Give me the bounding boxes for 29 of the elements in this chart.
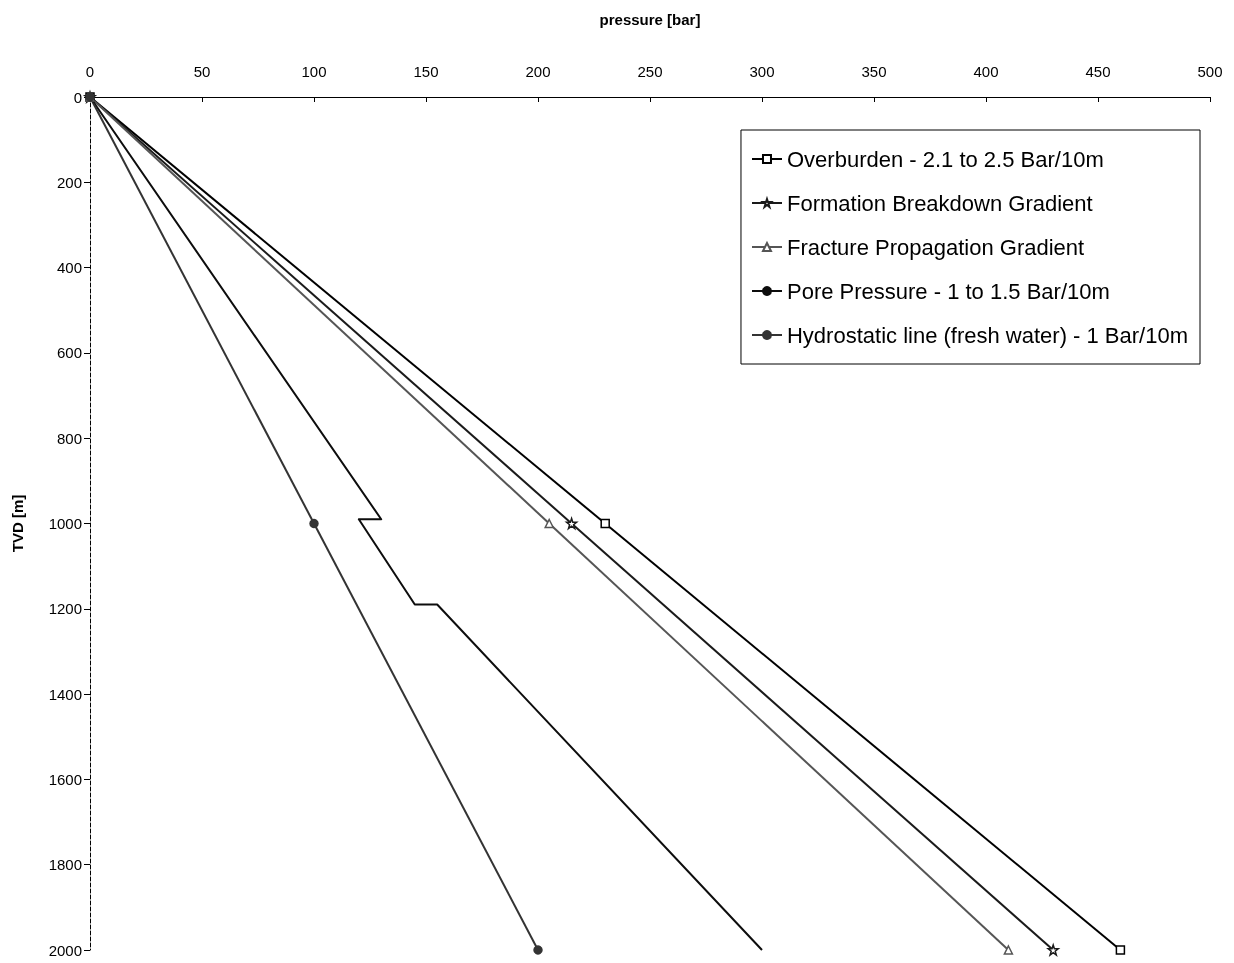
x-tick-label: 500	[1197, 63, 1223, 80]
x-tick-label: 50	[193, 63, 211, 80]
x-tick-label: 350	[861, 63, 887, 80]
x-tick-label: 200	[525, 63, 551, 80]
legend-label: Overburden - 2.1 to 2.5 Bar/10m	[786, 146, 1104, 172]
x-tick-label: 100	[301, 63, 327, 80]
y-tick-label: 0	[73, 88, 82, 106]
x-tick-label: 400	[973, 63, 999, 80]
y-tick-label: 800	[56, 429, 82, 447]
legend-label: Formation Breakdown Gradient	[786, 190, 1093, 216]
x-tick-label: 150	[413, 63, 439, 80]
legend-label: Fracture Propagation Gradient	[786, 234, 1085, 260]
x-tick-label: 450	[1085, 63, 1111, 80]
y-tick-label: 1800	[48, 856, 82, 874]
y-tick-label: 200	[56, 173, 82, 191]
legend-label: Hydrostatic line (fresh water) - 1 Bar/10m	[786, 322, 1189, 348]
y-tick-label: 400	[56, 259, 82, 277]
x-axis-title: pressure [bar]	[599, 11, 701, 28]
x-tick-label: 0	[85, 63, 95, 80]
x-tick-label: 250	[637, 63, 663, 80]
y-tick-label: 600	[56, 344, 82, 362]
legend-label: Pore Pressure - 1 to 1.5 Bar/10m	[786, 278, 1110, 304]
y-tick-label: 1200	[48, 600, 82, 618]
y-tick-label: 1600	[48, 770, 82, 788]
y-tick-label: 1400	[48, 685, 82, 703]
y-tick-label: 2000	[48, 941, 82, 959]
x-tick-label: 300	[749, 63, 775, 80]
y-tick-label: 1000	[48, 515, 82, 532]
y-axis-title: TVD [m]	[9, 494, 26, 553]
